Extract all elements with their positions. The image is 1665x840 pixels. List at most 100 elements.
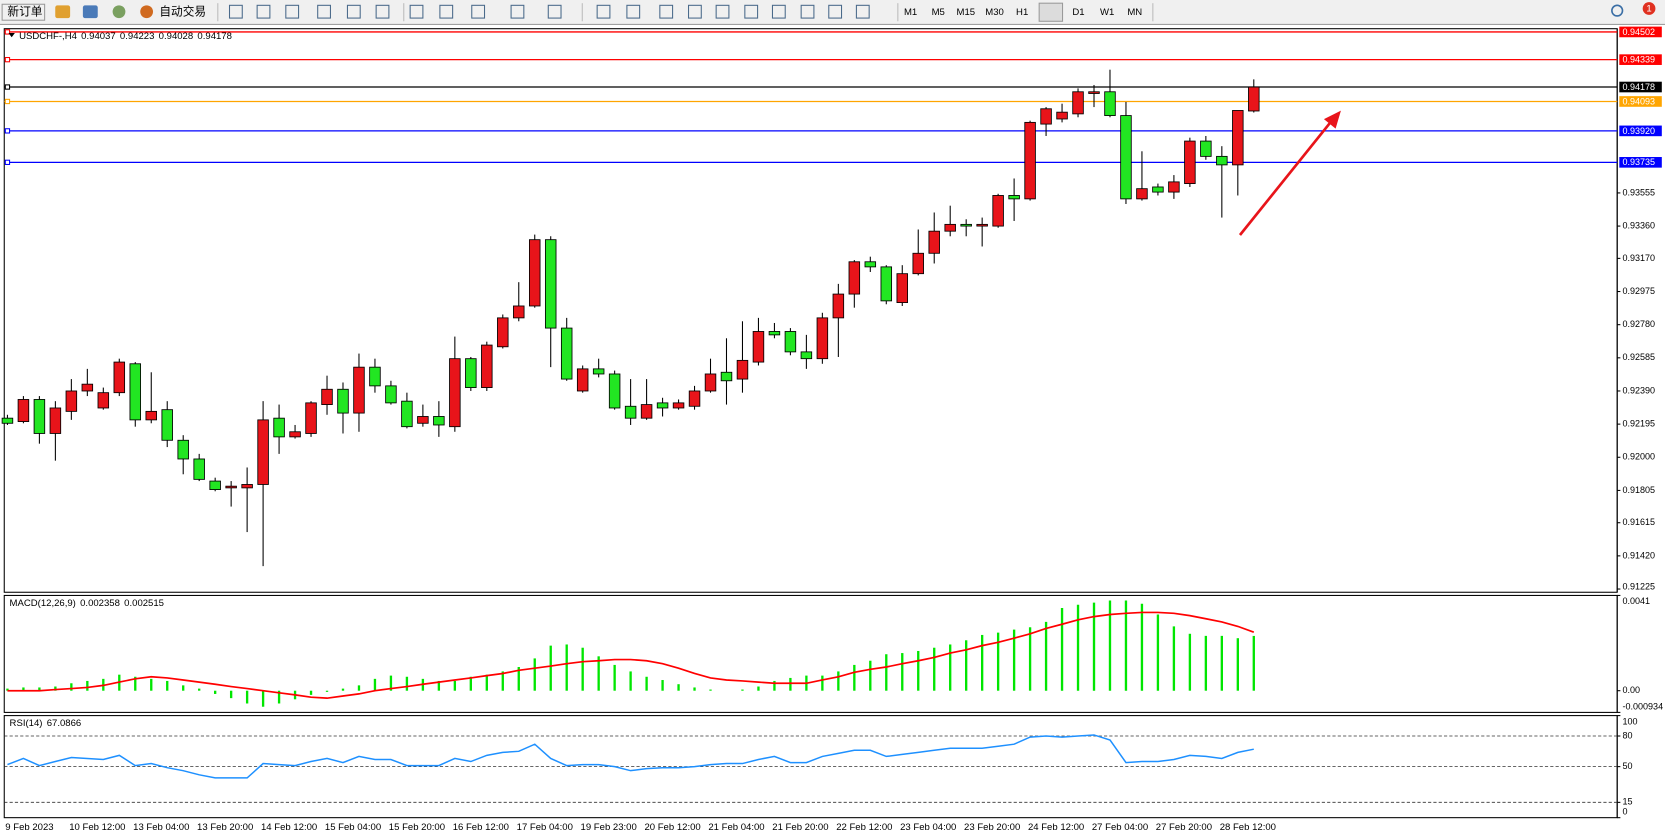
tool-icon[interactable] [771,4,786,19]
tool-icon[interactable] [409,4,424,19]
panel-header: RSI(14) 67.0866 [10,718,82,729]
new-order-label[interactable]: 新订单 [7,4,42,18]
line-handle [4,98,11,105]
candle-body [465,358,477,389]
tool-icon[interactable] [375,4,390,19]
new-order-button[interactable] [1,3,46,21]
candle-body [481,344,493,389]
icon[interactable] [140,5,154,19]
active-timeframe-box [1038,2,1064,22]
timeframe-button[interactable]: MN [1127,7,1142,18]
price-label: 0.94339 [1622,55,1655,65]
candle-body [1104,91,1116,117]
tool-icon[interactable] [256,4,271,19]
x-tick-label: 13 Feb 04:00 [133,822,189,833]
candle-body [624,405,637,419]
tool-icon[interactable] [439,4,454,19]
x-tick-label: 19 Feb 23:00 [581,822,637,833]
tool-icon[interactable] [596,4,611,19]
arrow-head [1323,110,1341,129]
x-tick-label: 27 Feb 04:00 [1092,822,1148,833]
y-tick-label: 0.92000 [1622,452,1655,462]
x-tick-label: 22 Feb 12:00 [836,822,892,833]
candle-body [225,485,237,489]
auto-trading-label[interactable]: 自动交易 [159,4,206,18]
candle-body [241,484,253,489]
y-tick-label: 0.91420 [1622,550,1655,560]
tool-icon[interactable] [800,4,815,19]
price-label: 0.93920 [1622,126,1655,136]
timeframe-button[interactable]: M30 [985,7,1004,18]
tool-icon[interactable] [547,4,562,19]
candle-body [864,261,877,268]
timeframe-button[interactable]: M5 [932,7,945,18]
timeframe-button[interactable]: M15 [957,7,976,18]
toolbar-bg [0,0,1665,25]
price-label: 0.94093 [1622,96,1655,106]
candle-body [1152,186,1164,193]
panel-header: USDCHF-,H4 0.94037 0.94223 0.94028 0.94178 [19,31,232,42]
candle-body [81,383,94,392]
tool-icon[interactable] [228,4,243,19]
y-tick-label: -0.000934 [1622,701,1663,711]
candle-body [529,239,541,307]
candle-body [401,400,413,428]
tool-icon[interactable] [828,4,843,19]
candle-body [1040,108,1052,125]
candle-body [832,293,845,319]
y-tick-label: 0.91225 [1622,581,1655,591]
line-handle [4,56,11,63]
candle-body [1168,181,1180,193]
candle-body [880,266,893,302]
line-handle [4,84,11,90]
candle-body [1,417,14,424]
price-label-bg [1619,125,1662,137]
tool-icon[interactable] [471,4,486,19]
notification-badge[interactable] [1642,2,1656,15]
plot: 9 Feb 2023 10 Feb 12:00 13 Feb 04:00 13 Feb… [1,26,1663,833]
y-tick-label: 15 [1622,797,1632,807]
y-tick-label: 0.0041 [1622,596,1650,606]
panel-frame [3,28,1618,593]
icon[interactable] [82,5,98,19]
timeframe-button[interactable]: D1 [1072,7,1084,18]
toolbar: 新订单 自动交易 M1M5M15M30H1H4D1W1MN 1 [0,0,1665,25]
x-tick-label: 23 Feb 04:00 [900,822,956,833]
price-label-bg [1619,96,1662,107]
x-tick-label: 14 Feb 12:00 [261,822,317,833]
tool-icon[interactable] [855,4,870,19]
candle-body [49,407,62,434]
tool-icon[interactable] [744,4,759,19]
candle-body [161,409,173,441]
tool-icon[interactable] [317,4,331,19]
candle-body [1200,140,1212,157]
tool-icon[interactable] [626,4,641,19]
tool-icon[interactable] [285,4,300,19]
search-icon[interactable] [1611,4,1624,17]
tool-icon[interactable] [659,4,674,19]
candle-body [433,416,445,426]
y-tick-label: 0.92780 [1622,319,1655,329]
x-tick-label: 9 Feb 2023 [5,822,53,833]
line-handle [4,29,11,35]
tool-icon[interactable] [510,4,525,19]
tool-icon[interactable] [687,4,702,19]
indicator-title: RSI(14) [10,718,43,729]
icon[interactable] [55,5,71,19]
candle-body [688,390,701,407]
timeframe-button[interactable]: M1 [904,7,917,18]
tool-icon[interactable] [346,4,361,19]
timeframe-button[interactable]: W1 [1100,7,1114,18]
header-value: 0.002515 [124,597,164,608]
candle-body [1136,188,1148,200]
timeframe-button[interactable]: H1 [1016,7,1028,18]
x-tick-label: 23 Feb 20:00 [964,822,1020,833]
x-tick-label: 21 Feb 20:00 [772,822,828,833]
line-handle [4,128,11,134]
tool-icon[interactable] [715,4,730,19]
icon[interactable] [112,5,126,19]
candle-body [17,399,30,423]
candle-body [33,399,46,434]
candle-body [704,373,717,392]
